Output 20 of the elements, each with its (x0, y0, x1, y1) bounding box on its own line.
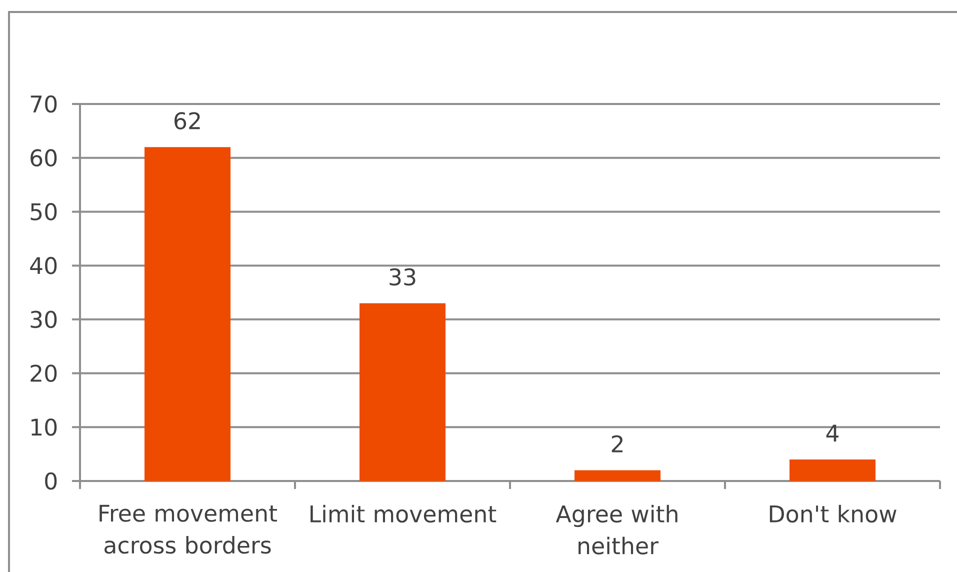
y-tick-label: 40 (30, 256, 57, 274)
bar (790, 459, 876, 481)
y-tick-label: 60 (30, 149, 57, 167)
y-tick-label: 10 (32, 418, 57, 436)
data-label: 2 (612, 435, 623, 452)
y-tick-label: 30 (30, 310, 57, 328)
bar (360, 303, 446, 481)
x-tick-label: Limit movement (310, 504, 496, 523)
y-tick-label: 70 (30, 95, 57, 113)
x-tick-label: Free movement across borders (100, 504, 278, 554)
y-tick-label: 0 (45, 472, 57, 490)
data-label: 4 (826, 424, 839, 442)
bar (144, 147, 230, 481)
x-tick-label: Don't know (770, 504, 896, 523)
bar (574, 470, 661, 481)
y-tick-label: 50 (30, 203, 57, 220)
data-label: 33 (390, 268, 416, 286)
x-tick-label: Agree with neither (556, 504, 678, 554)
y-tick-label: 20 (30, 364, 57, 382)
data-label: 62 (174, 112, 200, 130)
